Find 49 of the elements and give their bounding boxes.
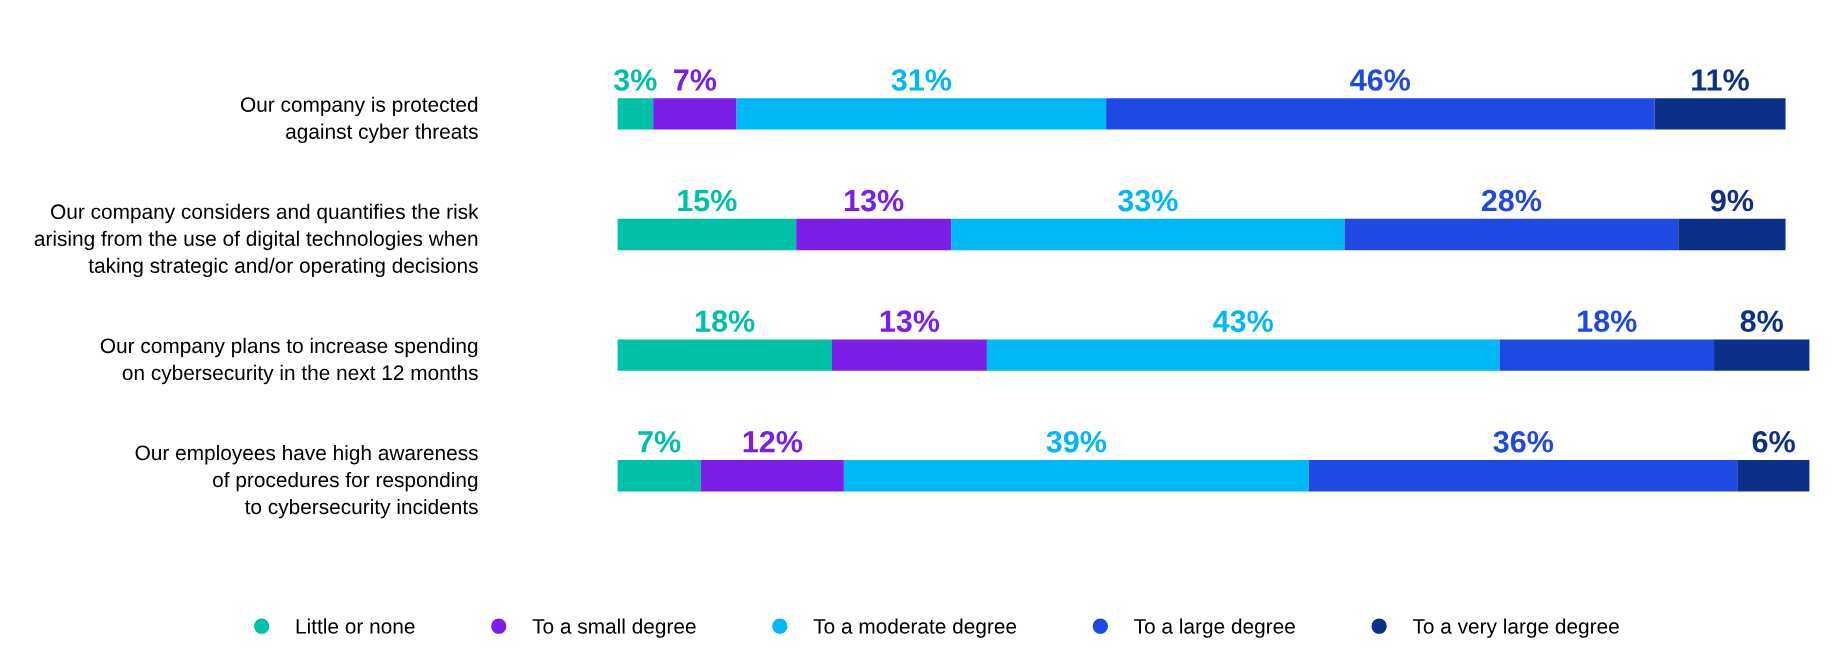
data-label: 15% [678,189,737,212]
bar [653,98,737,130]
legend-label: To a large degree [1134,618,1295,638]
legend-label: Little or none [296,618,415,634]
bar [986,339,1500,371]
data-label: 31% [891,69,952,91]
data-label: 13% [880,310,940,333]
y-tick-label: Our company considers and quantifies the risk arising from the use of digital technologies when taking strategic and/or operating decisions [34,203,479,278]
y-tick-label: Our employees have high awareness of procedures for responding to cybersecurity incidents [135,444,478,519]
bar [617,460,701,492]
bar [1106,98,1655,130]
bar [617,98,654,130]
bar [1678,218,1786,251]
data-label: 8% [1740,310,1783,332]
bar [831,339,987,371]
bar [736,98,1107,130]
legend-label: To a small degree [532,618,696,638]
data-label: 33% [1117,189,1178,212]
bar [1714,339,1810,371]
data-label: 43% [1213,310,1273,333]
data-label: 9% [1710,189,1754,212]
bar [617,218,797,251]
data-label: 3% [613,69,657,91]
legend-label: To a moderate degree [813,618,1017,638]
data-label: 18% [1578,310,1637,332]
legend-label: To a very large degree [1412,618,1619,638]
data-label: 7% [674,69,717,91]
data-label: 36% [1493,430,1554,453]
bar [617,339,832,371]
data-label: 12% [743,430,803,453]
y-tick-label: Our company plans to increase spending on cybersecurity in the next 12 months [100,337,478,385]
data-label: 11% [1692,69,1749,91]
bar [796,218,952,251]
bar [700,460,844,492]
data-label: 6% [1752,430,1795,453]
bar [1499,339,1715,371]
data-label: 28% [1481,189,1542,212]
data-label: 7% [638,431,681,453]
bar [1654,98,1786,130]
data-label: 39% [1046,430,1107,453]
bar [1344,218,1679,251]
bar [843,460,1309,492]
bar [1737,460,1810,492]
bar [951,218,1345,251]
bar [1308,460,1738,492]
data-label: 18% [696,310,755,332]
data-label: 46% [1350,69,1411,91]
y-tick-label: Our company is protected against cyber threats [240,96,478,144]
data-label: 13% [845,189,904,212]
